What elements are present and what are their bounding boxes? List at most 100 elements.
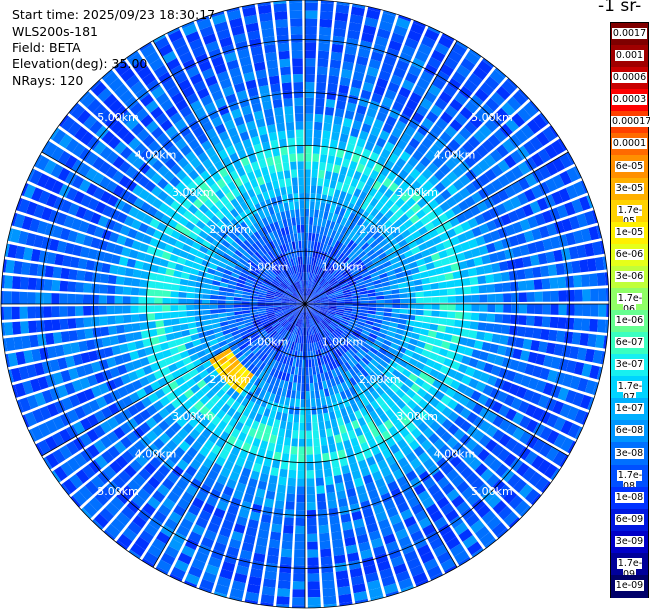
range-gate [276,596,290,605]
range-gate [469,94,484,108]
range-gate [371,256,381,264]
range-gate [487,294,496,303]
range-gate [226,315,236,321]
range-gate [108,325,117,335]
range-gate [512,221,523,234]
range-gate [385,234,395,243]
range-gate [263,578,276,588]
range-gate [354,63,367,74]
range-gate [303,272,305,281]
range-gate [361,271,370,278]
range-gate [209,304,218,309]
range-gate [334,367,341,377]
range-gate [312,302,321,304]
range-gate [511,442,525,456]
range-gate [339,424,347,434]
range-gate [337,233,344,242]
range-gate [352,306,361,310]
range-gate [405,451,417,463]
range-gate [305,216,309,225]
range-gate [545,342,556,355]
range-gate [312,305,321,308]
range-gate [242,310,251,314]
range-gate [322,587,336,597]
range-gate [43,306,52,318]
range-gate [423,290,432,297]
range-gate [344,388,352,398]
range-gate [397,457,409,468]
range-gate [335,348,343,357]
range-gate [446,469,459,482]
range-gate [464,229,475,240]
range-gate [461,277,471,286]
range-gate [486,353,497,364]
range-gate [319,259,324,268]
range-gate [397,438,408,450]
range-gate [352,393,361,403]
range-gate [272,180,280,190]
range-gate [396,475,409,487]
range-gate [403,250,414,258]
range-gate [361,378,370,387]
range-gate [410,332,420,340]
range-gate [437,551,452,565]
range-gate [156,327,166,336]
range-gate [391,229,401,238]
range-gate [267,124,277,134]
range-gate [518,304,528,314]
range-gate [459,174,471,186]
range-gate [210,290,219,295]
range-gate [371,275,381,282]
range-gate [334,206,341,215]
range-gate [315,98,325,107]
range-gate [427,330,437,338]
range-gate [605,288,609,302]
range-gate [460,466,474,480]
range-gate [270,197,278,206]
range-gate [491,401,503,414]
range-gate [522,256,532,268]
range-gate [295,517,305,527]
range-gate [370,358,379,367]
range-gate [324,420,332,430]
range-gate [452,442,465,454]
range-gate [310,309,317,316]
range-gate [364,353,373,362]
range-gate [344,308,353,311]
colorbar-tick-label: 0.0001 [611,138,648,150]
range-gate [319,242,324,251]
range-gate [447,77,462,91]
range-gate [422,284,432,291]
range-gate [313,257,317,266]
range-gate [417,421,429,433]
range-gate [327,276,335,283]
range-gate [337,252,345,261]
range-gate [438,318,447,325]
range-gate [306,407,311,415]
range-gate [106,305,115,315]
range-gate [421,35,436,49]
range-gate [314,325,320,333]
range-gate [395,197,405,208]
range-gate [573,181,586,197]
range-gate [383,419,394,430]
range-gate [515,207,527,220]
range-gate [455,461,468,474]
range-gate [446,536,461,550]
range-gate [452,192,464,204]
range-gate [439,444,451,456]
range-gate [305,298,311,304]
range-gate [297,470,305,479]
range-gate [314,390,320,399]
range-gate [333,164,341,174]
range-gate [395,410,406,421]
range-gate [346,202,355,212]
range-gate [309,291,315,298]
range-gate [389,279,398,286]
range-gate [524,363,535,376]
range-gate [308,280,311,289]
colorbar-tick-label: 0.00017 [611,116,650,128]
range-gate [414,236,425,246]
range-gate [359,294,368,298]
range-gate [301,367,305,376]
